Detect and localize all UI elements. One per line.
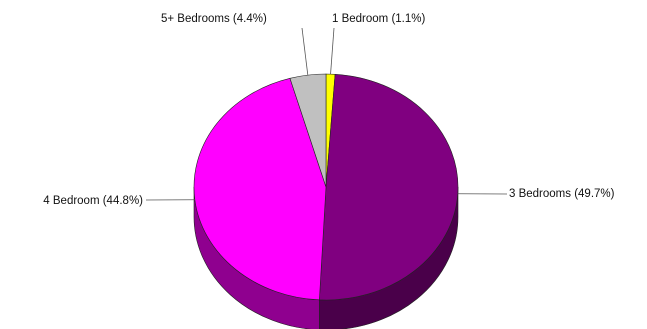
leader-line-5-bedrooms-4-4 [301, 27, 309, 76]
slice-label-3-bedrooms: 3 Bedrooms (49.7%) [509, 188, 615, 200]
slice-label-1-bedroom: 1 Bedroom (1.1%) [332, 13, 425, 25]
slice-label-5plus-bedrooms: 5+ Bedrooms (4.4%) [161, 13, 267, 25]
pie-tops [193, 73, 459, 301]
pie-slice-3-bedrooms-49-7 [319, 73, 459, 301]
pie-slice-4-bedroom-44-8 [193, 77, 327, 301]
slice-label-4-bedroom: 4 Bedroom (44.8%) [43, 195, 143, 207]
label-leaders [145, 27, 508, 201]
leader-line-1-bedroom-1-1 [330, 27, 335, 75]
